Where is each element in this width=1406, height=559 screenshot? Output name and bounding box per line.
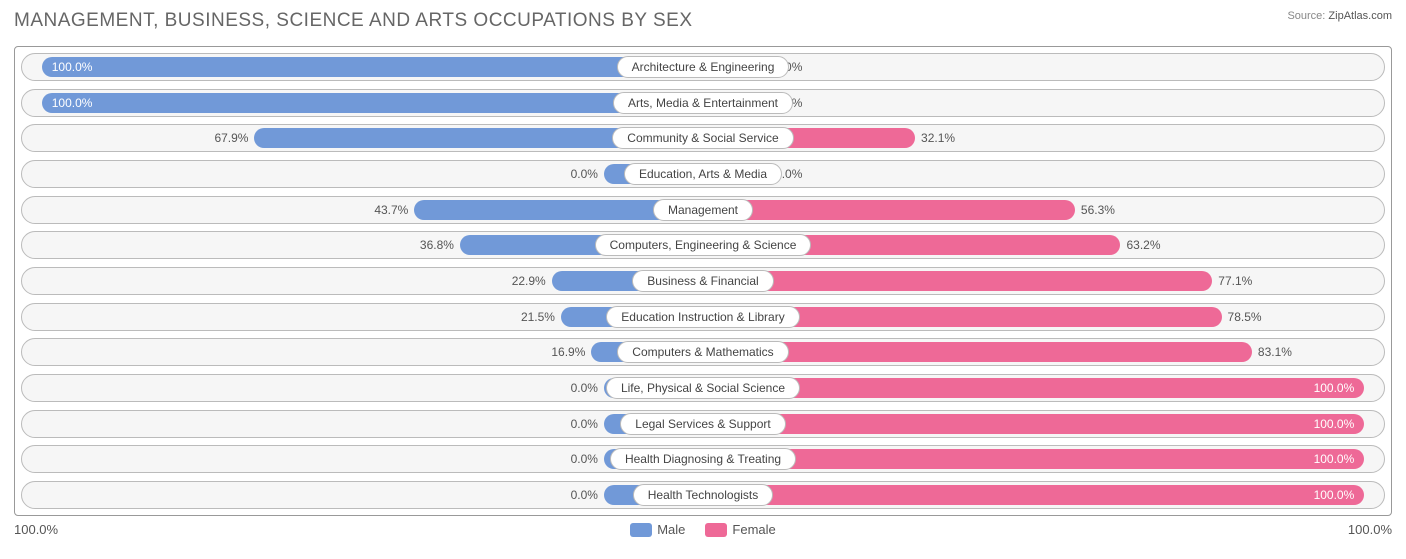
female-value: 56.3% (1081, 203, 1115, 217)
male-value: 67.9% (214, 131, 248, 145)
male-value: 100.0% (52, 60, 93, 74)
chart-plot-area: 100.0%0.0%Architecture & Engineering100.… (14, 46, 1392, 516)
category-label: Management (653, 199, 753, 221)
male-swatch-icon (630, 523, 652, 537)
legend-female-label: Female (732, 522, 775, 537)
female-bar (703, 200, 1075, 220)
female-value: 77.1% (1218, 274, 1252, 288)
table-row: 43.7% 56.3% Management (21, 196, 1385, 224)
table-row: 100.0%0.0%Arts, Media & Entertainment (21, 89, 1385, 117)
male-value: 22.9% (512, 274, 546, 288)
table-row: 67.9% 32.1% Community & Social Service (21, 124, 1385, 152)
axis-max-right: 100.0% (1348, 522, 1392, 537)
male-bar (42, 57, 703, 77)
axis-max-left: 100.0% (14, 522, 58, 537)
female-swatch-icon (705, 523, 727, 537)
female-value: 100.0% (1314, 417, 1355, 431)
category-label: Architecture & Engineering (617, 56, 790, 78)
legend-female: Female (705, 522, 775, 537)
female-value: 100.0% (1314, 381, 1355, 395)
female-bar (703, 449, 1364, 469)
male-value: 21.5% (521, 310, 555, 324)
table-row: 36.8% 63.2% Computers, Engineering & Scien… (21, 231, 1385, 259)
category-label: Computers & Mathematics (617, 341, 788, 363)
female-value: 83.1% (1258, 345, 1292, 359)
chart-footer: 100.0% Male Female 100.0% (14, 522, 1392, 537)
female-value: 32.1% (921, 131, 955, 145)
table-row: 100.0%0.0%Architecture & Engineering (21, 53, 1385, 81)
table-row: 0.0% 100.0% Health Diagnosing & Treating (21, 445, 1385, 473)
table-row: 16.9% 83.1% Computers & Mathematics (21, 338, 1385, 366)
male-value: 0.0% (571, 452, 598, 466)
female-bar (703, 271, 1212, 291)
male-value: 0.0% (571, 167, 598, 181)
category-label: Health Technologists (633, 484, 774, 506)
source-label: Source: (1287, 10, 1325, 22)
male-value: 43.7% (374, 203, 408, 217)
female-value: 100.0% (1314, 488, 1355, 502)
male-value: 100.0% (52, 96, 93, 110)
category-label: Arts, Media & Entertainment (613, 92, 793, 114)
male-value: 0.0% (571, 488, 598, 502)
category-label: Community & Social Service (612, 127, 793, 149)
category-label: Life, Physical & Social Science (606, 377, 800, 399)
male-value: 0.0% (571, 417, 598, 431)
category-label: Health Diagnosing & Treating (610, 448, 796, 470)
source-site: ZipAtlas.com (1328, 10, 1392, 22)
chart-source: Source: ZipAtlas.com (1287, 10, 1392, 22)
male-bar (42, 93, 703, 113)
female-bar (703, 378, 1364, 398)
category-label: Computers, Engineering & Science (595, 234, 812, 256)
female-value: 78.5% (1228, 310, 1262, 324)
male-value: 16.9% (551, 345, 585, 359)
female-bar (703, 485, 1364, 505)
legend-male: Male (630, 522, 685, 537)
legend: Male Female (58, 522, 1348, 537)
female-bar (703, 414, 1364, 434)
female-value: 100.0% (1314, 452, 1355, 466)
category-label: Education, Arts & Media (624, 163, 782, 185)
table-row: 21.5% 78.5% Education Instruction & Librar… (21, 303, 1385, 331)
category-label: Education Instruction & Library (606, 306, 799, 328)
chart-title: MANAGEMENT, BUSINESS, SCIENCE AND ARTS O… (14, 10, 693, 32)
legend-male-label: Male (657, 522, 685, 537)
table-row: 22.9% 77.1% Business & Financial (21, 267, 1385, 295)
table-row: 0.0% 100.0% Legal Services & Support (21, 410, 1385, 438)
female-value: 63.2% (1126, 238, 1160, 252)
table-row: 0.0% 100.0% Life, Physical & Social Scienc… (21, 374, 1385, 402)
table-row: 0.0%0.0%Education, Arts & Media (21, 160, 1385, 188)
category-label: Business & Financial (632, 270, 773, 292)
male-value: 36.8% (420, 238, 454, 252)
chart-header: MANAGEMENT, BUSINESS, SCIENCE AND ARTS O… (14, 10, 1392, 32)
male-value: 0.0% (571, 381, 598, 395)
table-row: 0.0% 100.0% Health Technologists (21, 481, 1385, 509)
category-label: Legal Services & Support (620, 413, 785, 435)
